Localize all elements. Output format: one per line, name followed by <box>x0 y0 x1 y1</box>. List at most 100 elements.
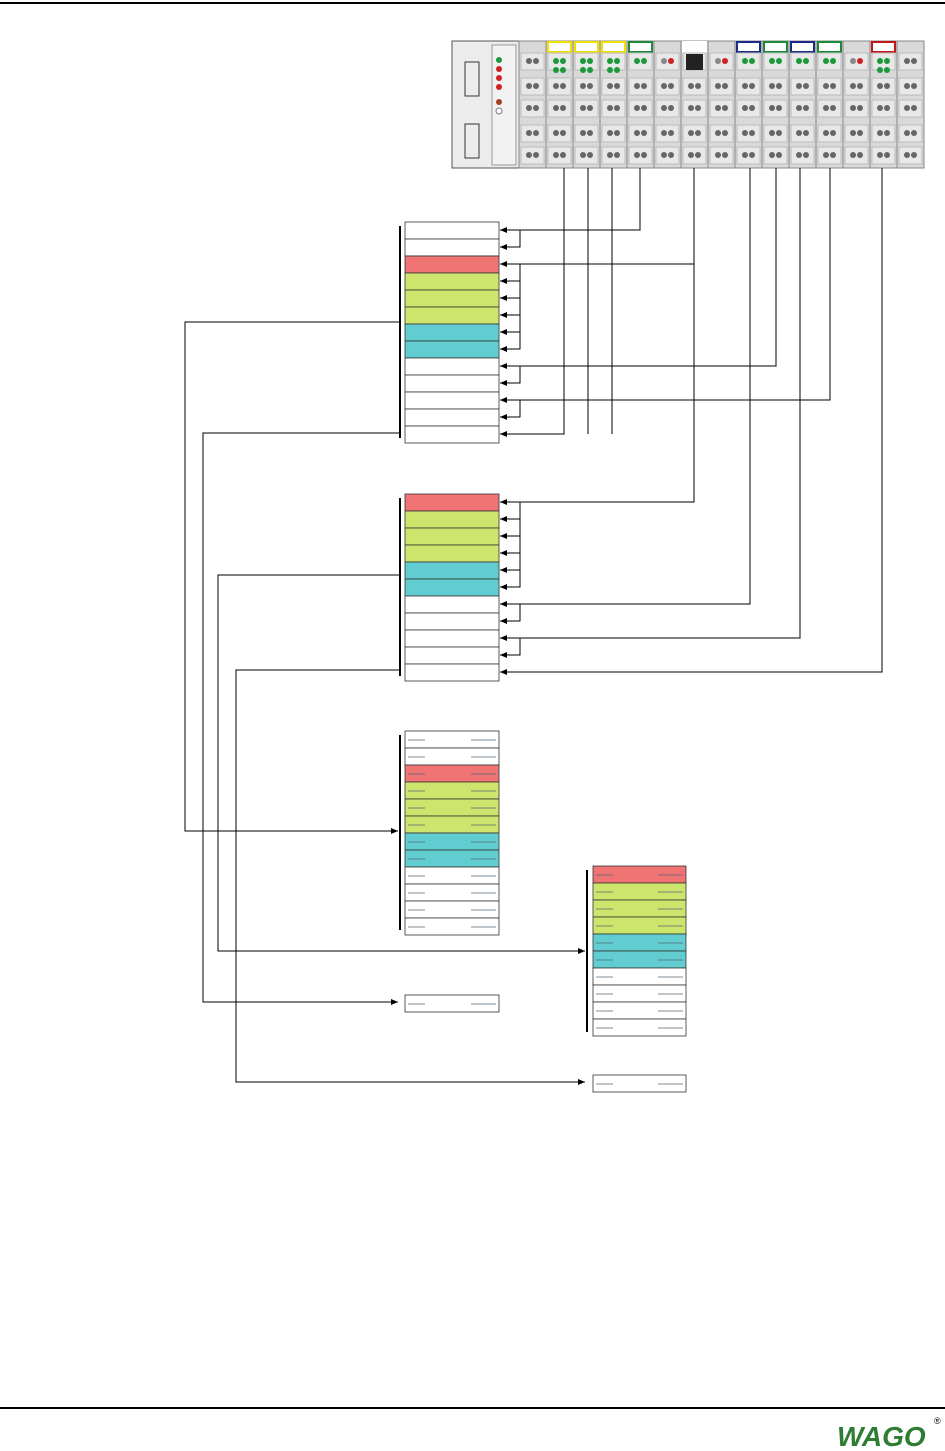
table-row <box>592 967 687 986</box>
led <box>533 130 539 136</box>
module-tab <box>790 41 815 53</box>
table-row <box>404 238 500 257</box>
module-tab <box>574 41 599 53</box>
led <box>526 105 532 111</box>
table-row <box>404 425 500 444</box>
table-row <box>592 1001 687 1020</box>
led <box>580 67 586 73</box>
led <box>688 83 694 89</box>
led <box>796 105 802 111</box>
mapping-line <box>184 321 400 834</box>
led <box>560 67 566 73</box>
terminal-slot <box>844 146 869 165</box>
terminal-slot <box>574 124 599 143</box>
table-row <box>404 340 500 359</box>
led <box>742 105 748 111</box>
terminal-slot <box>736 77 761 96</box>
led <box>803 152 809 158</box>
terminal-slot <box>790 52 815 71</box>
terminal-slot <box>871 124 896 143</box>
table-row <box>404 646 500 665</box>
connector <box>500 400 521 420</box>
led <box>526 83 532 89</box>
led <box>796 130 802 136</box>
table-row <box>404 849 500 868</box>
table-row <box>592 1018 687 1037</box>
led <box>803 130 809 136</box>
led <box>607 130 613 136</box>
terminal-slot <box>844 99 869 118</box>
led <box>877 130 883 136</box>
connector <box>500 264 521 352</box>
terminal-slot <box>763 146 788 165</box>
signal-line <box>500 168 883 675</box>
led <box>661 152 667 158</box>
terminal-slot <box>790 124 815 143</box>
terminal-slot <box>871 146 896 165</box>
terminal-slot <box>520 99 545 118</box>
terminal-slot <box>817 77 842 96</box>
module-tab <box>628 41 653 53</box>
terminal-slot <box>871 77 896 96</box>
signal-line <box>500 168 565 437</box>
table-row <box>404 781 500 800</box>
table-row <box>404 994 500 1013</box>
terminal-slot <box>628 124 653 143</box>
module-tab <box>736 41 761 53</box>
terminal-slot <box>898 52 923 71</box>
led <box>884 67 890 73</box>
connector <box>500 502 521 590</box>
terminal-slot <box>763 52 788 71</box>
table-row <box>404 391 500 410</box>
led <box>715 83 721 89</box>
table-row <box>404 866 500 885</box>
terminal-slot <box>547 124 572 143</box>
table-row <box>404 883 500 902</box>
table-row <box>404 730 500 749</box>
terminal-slot <box>871 99 896 118</box>
module-tab <box>682 41 707 53</box>
led <box>614 152 620 158</box>
table-row <box>404 289 500 308</box>
table-row <box>404 221 500 240</box>
led <box>715 130 721 136</box>
led <box>695 83 701 89</box>
led <box>614 83 620 89</box>
led <box>742 152 748 158</box>
led <box>688 105 694 111</box>
led <box>877 105 883 111</box>
table-row <box>404 629 500 648</box>
terminal-slot <box>790 77 815 96</box>
terminal-slot <box>628 77 653 96</box>
led <box>884 130 890 136</box>
led <box>580 130 586 136</box>
led <box>857 130 863 136</box>
terminal-slot <box>871 52 896 71</box>
led <box>668 152 674 158</box>
led <box>722 152 728 158</box>
led <box>607 58 613 64</box>
table-row <box>404 510 500 529</box>
table-row <box>592 984 687 1003</box>
table-row <box>592 865 687 884</box>
led <box>823 152 829 158</box>
terminal-slot <box>844 124 869 143</box>
terminal-slot <box>844 52 869 71</box>
led <box>715 105 721 111</box>
led <box>695 105 701 111</box>
led <box>823 83 829 89</box>
led <box>722 105 728 111</box>
led <box>796 83 802 89</box>
terminal-slot <box>601 52 626 71</box>
table-row <box>592 933 687 952</box>
led <box>715 58 721 64</box>
led <box>722 83 728 89</box>
led <box>553 83 559 89</box>
table-row <box>404 561 500 580</box>
led <box>533 83 539 89</box>
terminal-slot <box>520 77 545 96</box>
led <box>904 152 910 158</box>
terminal-slot <box>736 146 761 165</box>
led <box>641 105 647 111</box>
led <box>749 83 755 89</box>
